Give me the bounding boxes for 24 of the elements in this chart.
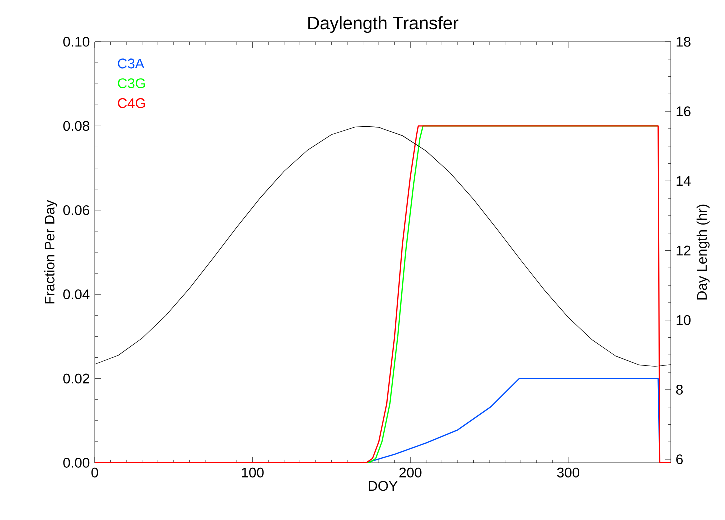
chart-title: Daylength Transfer (308, 16, 459, 34)
y2-tick-label: 16 (676, 106, 691, 117)
y2-tick-label: 14 (676, 176, 691, 186)
y2-tick-label: 8 (676, 384, 684, 395)
y2-axis-title: Day Length (hr) (696, 204, 710, 300)
x-tick-label: 300 (557, 468, 580, 478)
y2-tick-label: 6 (676, 454, 683, 464)
text: C3A (118, 58, 145, 69)
text: C4G (118, 98, 146, 108)
y-tick-label: 0.10 (64, 37, 90, 47)
y2-tick-label: 12 (676, 246, 691, 256)
y-tick-label: 0.02 (64, 374, 90, 384)
x-tick-label: 200 (400, 468, 422, 478)
y-tick-label: 0.08 (64, 121, 90, 132)
y2-tick-label: 18 (676, 37, 691, 47)
y2-tick-label: 10 (676, 315, 691, 326)
y-axis-title: Fraction Per Day (44, 200, 58, 304)
y-tick-label: 0.00 (64, 458, 90, 468)
x-axis-title: DOY (369, 481, 398, 492)
x-tick-label: 100 (242, 468, 264, 478)
text: C3G (118, 78, 146, 89)
y-tick-label: 0.06 (64, 205, 90, 216)
y-tick-label: 0.04 (64, 290, 90, 300)
x-tick-label: 0 (92, 468, 98, 478)
